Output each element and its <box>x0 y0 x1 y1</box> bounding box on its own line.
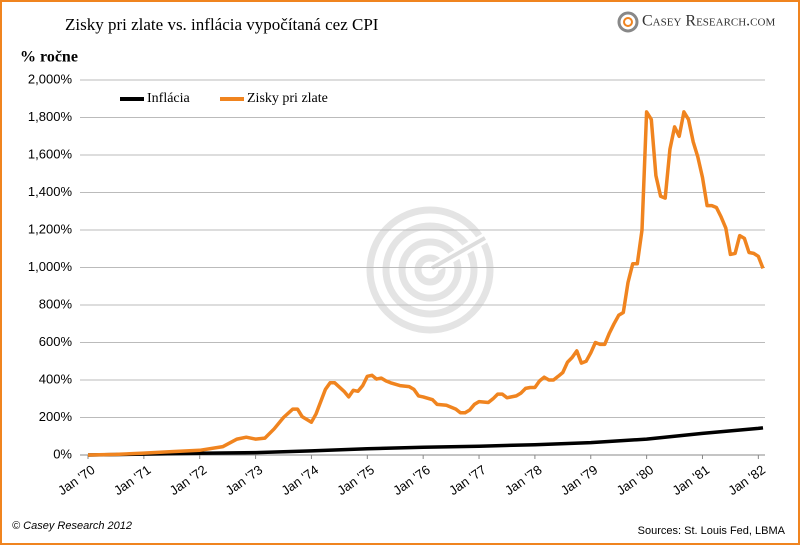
y-tick-label: 1,400% <box>28 184 73 199</box>
source: Sources: St. Louis Fed, LBMA <box>638 525 786 537</box>
legend-label: Zisky pri zlate <box>247 91 328 106</box>
y-tick-label: 0% <box>53 446 72 461</box>
legend-label: Inflácia <box>147 91 191 106</box>
copyright: © Casey Research 2012 <box>12 520 132 532</box>
data-line <box>87 110 765 457</box>
y-axis-label: % ročne <box>20 49 78 66</box>
y-tick-label: 1,000% <box>28 259 73 274</box>
data-line <box>87 426 764 457</box>
y-tick-label: 600% <box>39 334 73 349</box>
brand: Casey Research.com <box>642 13 775 30</box>
y-tick-label: 1,600% <box>28 146 73 161</box>
y-tick-label: 200% <box>39 409 73 424</box>
y-tick-label: 1,200% <box>28 221 73 236</box>
y-tick-label: 1,800% <box>28 109 73 124</box>
y-tick-label: 2,000% <box>28 71 73 86</box>
watermark <box>366 206 494 334</box>
logo <box>617 11 639 33</box>
y-tick-label: 800% <box>39 296 73 311</box>
chart-title: Zisky pri zlate vs. inflácia vypočítaná … <box>65 15 379 34</box>
y-tick-label: 400% <box>39 371 73 386</box>
